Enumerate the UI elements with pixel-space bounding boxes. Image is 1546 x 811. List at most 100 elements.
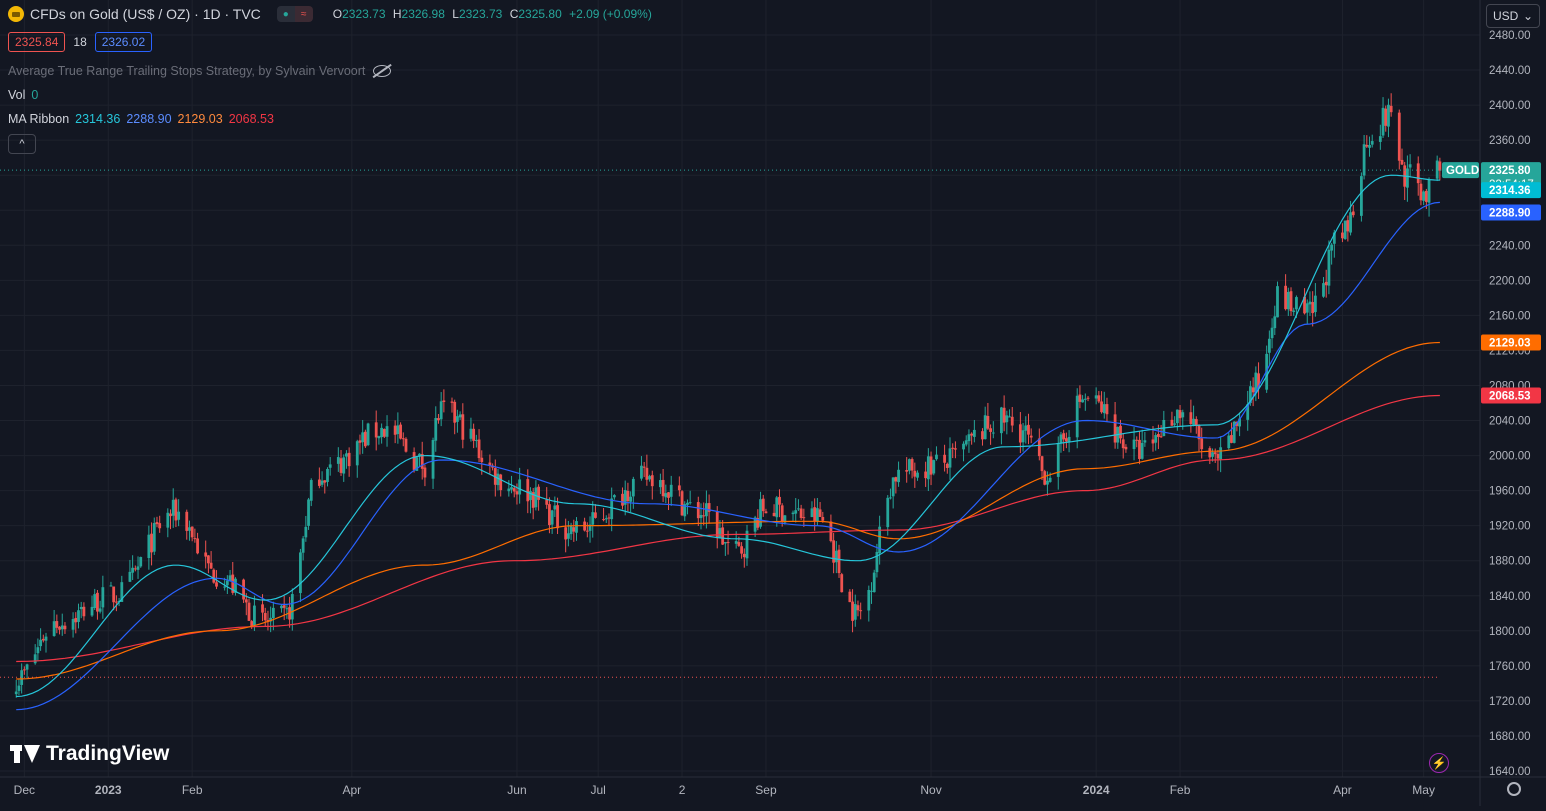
candle-body [496, 473, 500, 486]
candle-body [269, 617, 273, 622]
symbol-title[interactable]: CFDs on Gold (US$ / OZ) · 1D · TVC [30, 6, 261, 22]
candle-body [347, 452, 351, 467]
eye-hidden-icon[interactable] [373, 65, 392, 77]
close-value: 2325.80 [518, 7, 562, 21]
strategy-legend[interactable]: Average True Range Trailing Stops Strate… [8, 64, 392, 78]
candle-body [461, 414, 465, 440]
time-tick-label: Sep [755, 783, 777, 797]
candle-body [1208, 448, 1212, 458]
candle-body [1178, 410, 1182, 419]
candle-body [1313, 295, 1317, 313]
settings-icon[interactable] [1507, 782, 1521, 796]
time-tick-label: 2023 [95, 783, 122, 797]
candle-body [204, 552, 208, 557]
lightning-icon[interactable]: ⚡ [1429, 753, 1449, 773]
candle-body [36, 647, 40, 654]
candle-body [1322, 283, 1325, 297]
candle-body [612, 495, 616, 498]
candle-body [718, 528, 722, 538]
candle-body [607, 517, 611, 519]
volume-legend[interactable]: Vol 0 [8, 88, 38, 102]
candle-body [41, 638, 45, 641]
candle-body [913, 470, 917, 477]
candle-body [556, 505, 559, 529]
candle-body [696, 502, 700, 519]
candle-body [832, 540, 836, 563]
candle-body [339, 458, 343, 473]
candle-body [585, 530, 589, 532]
candle-body [537, 486, 541, 500]
candle-body [434, 417, 438, 441]
time-tick-label: Jun [507, 783, 526, 797]
candle-body [972, 429, 976, 437]
price-label-text: 2314.36 [1489, 185, 1531, 197]
candle-body [396, 425, 400, 435]
candle-body [98, 608, 102, 612]
symbol-legend: CFDs on Gold (US$ / OZ) · 1D · TVC ● ≈ O… [8, 6, 652, 22]
time-tick-label: Nov [920, 783, 941, 797]
candle-body [363, 431, 367, 447]
collapse-legend-button[interactable]: ^ [8, 134, 36, 154]
time-tick-label: Apr [343, 783, 362, 797]
candle-body [133, 568, 137, 570]
candle-body [1273, 316, 1277, 329]
candle-body [358, 440, 362, 443]
candle-body [510, 487, 513, 490]
candle-body [686, 502, 689, 505]
candle-body [317, 479, 321, 486]
currency-select[interactable]: USD ⌄ [1486, 4, 1540, 28]
candle-body [680, 491, 684, 516]
candle-body [228, 575, 232, 581]
ohlc-values: O2323.73 H2326.98 L2323.73 C2325.80 +2.0… [332, 7, 652, 21]
candle-body [128, 571, 132, 582]
status-pill[interactable]: ● ≈ [276, 6, 313, 22]
candle-body [1083, 398, 1087, 400]
candle-body [147, 534, 151, 559]
candle-body [1308, 301, 1312, 305]
sell-button[interactable]: 2325.84 [8, 32, 66, 52]
candle-body [79, 606, 83, 610]
ma-line-ma100 [16, 341, 1440, 680]
candle-body [290, 594, 294, 620]
candle-body [437, 418, 440, 421]
candle-body [271, 607, 275, 618]
candle-body [1021, 430, 1025, 443]
price-tick-label: 2480.00 [1489, 30, 1531, 42]
candle-body [247, 602, 251, 621]
candle-body [385, 426, 389, 437]
candle-body [1181, 412, 1185, 418]
candle-body [1027, 424, 1030, 435]
candle-body [171, 499, 175, 516]
candle-body [1389, 105, 1393, 113]
candle-body [474, 440, 478, 442]
candle-body [1254, 372, 1258, 394]
candle-body [1037, 438, 1041, 457]
candle-body [797, 508, 800, 510]
candle-body [177, 511, 181, 520]
candle-body [399, 424, 402, 439]
candle-body [82, 606, 86, 617]
candle-body [778, 496, 781, 505]
time-tick-label: Apr [1333, 783, 1352, 797]
buy-button[interactable]: 2326.02 [94, 32, 153, 52]
candle-body [1330, 244, 1334, 251]
ma-ribbon-legend[interactable]: MA Ribbon 2314.36 2288.90 2129.03 2068.5… [8, 112, 274, 126]
price-tick-label: 1760.00 [1489, 661, 1531, 673]
candle-body [983, 415, 987, 440]
candle-body [1097, 395, 1101, 402]
candle-body [870, 590, 873, 592]
candle-body [366, 423, 370, 446]
candle-body [1232, 421, 1236, 443]
candle-body [1408, 164, 1412, 168]
candle-body [610, 498, 614, 520]
candle-body [361, 432, 365, 443]
symbol-tag-text: GOLD [1446, 165, 1479, 177]
candle-body [185, 511, 189, 531]
price-label-bg [1481, 204, 1541, 221]
candle-body [412, 452, 416, 470]
candle-body [1257, 373, 1260, 389]
tradingview-logo[interactable]: TradingView [10, 742, 169, 766]
candle-body [63, 625, 67, 630]
